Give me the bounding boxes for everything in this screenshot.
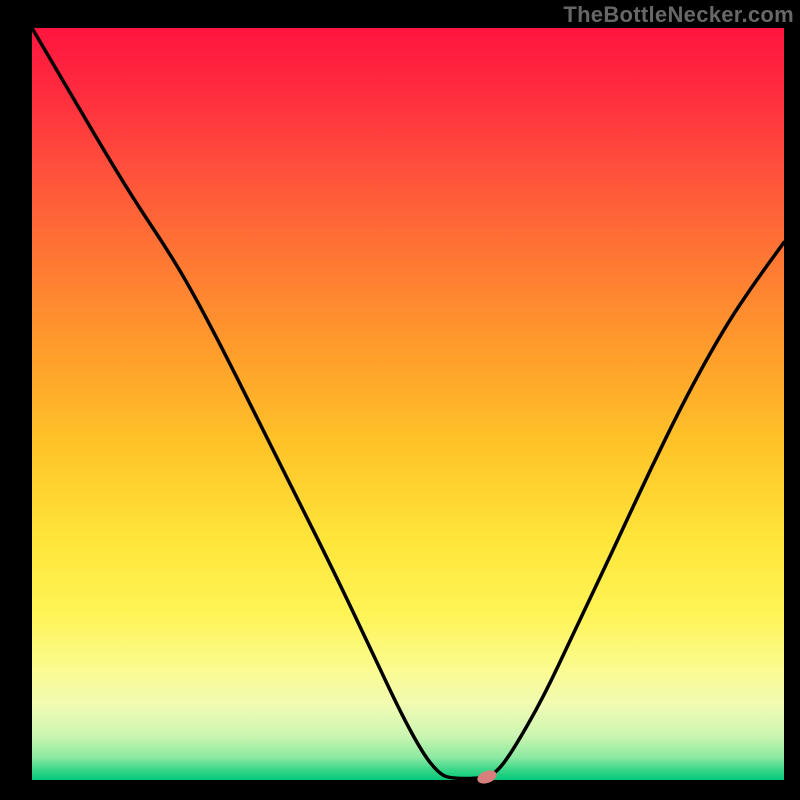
chart-root: TheBottleNecker.com (0, 0, 800, 800)
bottleneck-chart (0, 0, 800, 800)
watermark-label: TheBottleNecker.com (563, 2, 794, 28)
plot-gradient-background (32, 28, 784, 780)
